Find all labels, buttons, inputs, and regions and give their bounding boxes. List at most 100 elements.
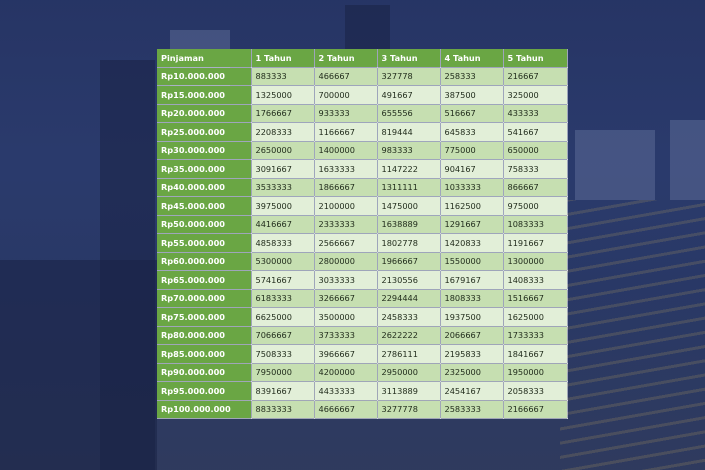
installment-cell: 491667: [377, 85, 441, 105]
installment-cell: 2454167: [440, 381, 504, 401]
loan-amount-cell: Rp60.000.000: [157, 252, 252, 271]
installment-cell: 1325000: [251, 85, 315, 105]
installment-cell: 983333: [377, 141, 441, 160]
table-row: Rp90.000.000 7950000 4200000 2950000 2325000…: [157, 363, 568, 382]
table-row: Rp75.000.000 6625000 3500000 2458333 1937500…: [157, 307, 568, 327]
header-cell: 3 Tahun: [377, 49, 441, 68]
installment-cell: 2333333: [314, 215, 378, 234]
header-cell: 5 Tahun: [503, 49, 568, 68]
installment-cell: 327778: [377, 67, 441, 86]
loan-amount-cell: Rp70.000.000: [157, 289, 252, 308]
installment-cell: 1420833: [440, 233, 504, 253]
installment-cell: 1841667: [503, 344, 568, 364]
loan-installment-table: Pinjaman 1 Tahun 2 Tahun 3 Tahun 4 Tahun…: [157, 49, 568, 419]
loan-amount-cell: Rp40.000.000: [157, 178, 252, 197]
table-row: Rp20.000.000 1766667 933333 655556 516667 433…: [157, 104, 568, 123]
installment-cell: 3975000: [251, 196, 315, 216]
installment-cell: 3091667: [251, 159, 315, 179]
installment-cell: 2130556: [377, 270, 441, 290]
installment-cell: 2166667: [503, 400, 568, 419]
loan-amount-cell: Rp55.000.000: [157, 233, 252, 253]
installment-cell: 3733333: [314, 326, 378, 345]
installment-cell: 650000: [503, 141, 568, 160]
loan-amount-cell: Rp35.000.000: [157, 159, 252, 179]
installment-cell: 4666667: [314, 400, 378, 419]
installment-cell: 1937500: [440, 307, 504, 327]
table-row: Rp65.000.000 5741667 3033333 2130556 1679167…: [157, 270, 568, 290]
loan-amount-cell: Rp80.000.000: [157, 326, 252, 345]
installment-cell: 3966667: [314, 344, 378, 364]
loan-amount-cell: Rp25.000.000: [157, 122, 252, 142]
installment-cell: 2622222: [377, 326, 441, 345]
installment-cell: 1802778: [377, 233, 441, 253]
table-row: Rp35.000.000 3091667 1633333 1147222 904167 7…: [157, 159, 568, 179]
installment-cell: 1866667: [314, 178, 378, 197]
installment-cell: 758333: [503, 159, 568, 179]
header-cell: 1 Tahun: [251, 49, 315, 68]
loan-amount-cell: Rp20.000.000: [157, 104, 252, 123]
installment-cell: 700000: [314, 85, 378, 105]
installment-cell: 541667: [503, 122, 568, 142]
installment-cell: 1516667: [503, 289, 568, 308]
loan-amount-cell: Rp100.000.000: [157, 400, 252, 419]
installment-cell: 2800000: [314, 252, 378, 271]
loan-amount-cell: Rp95.000.000: [157, 381, 252, 401]
installment-cell: 3500000: [314, 307, 378, 327]
table-row: Rp85.000.000 7508333 3966667 2786111 2195833…: [157, 344, 568, 364]
installment-cell: 2583333: [440, 400, 504, 419]
header-cell: Pinjaman: [157, 49, 252, 68]
installment-cell: 1966667: [377, 252, 441, 271]
header-cell: 4 Tahun: [440, 49, 504, 68]
installment-cell: 258333: [440, 67, 504, 86]
table-row: Rp10.000.000 883333 466667 327778 258333 2166…: [157, 67, 568, 86]
loan-amount-cell: Rp65.000.000: [157, 270, 252, 290]
installment-cell: 1633333: [314, 159, 378, 179]
installment-cell: 1300000: [503, 252, 568, 271]
installment-cell: 975000: [503, 196, 568, 216]
installment-cell: 2208333: [251, 122, 315, 142]
installment-cell: 933333: [314, 104, 378, 123]
table-row: Rp25.000.000 2208333 1166667 819444 645833 54…: [157, 122, 568, 142]
background-building: [575, 130, 655, 200]
table-row: Rp45.000.000 3975000 2100000 1475000 1162500…: [157, 196, 568, 216]
background-building: [345, 5, 390, 50]
installment-cell: 2195833: [440, 344, 504, 364]
loan-amount-cell: Rp10.000.000: [157, 67, 252, 86]
loan-amount-cell: Rp15.000.000: [157, 85, 252, 105]
installment-cell: 1475000: [377, 196, 441, 216]
installment-cell: 3033333: [314, 270, 378, 290]
installment-cell: 2066667: [440, 326, 504, 345]
loan-amount-cell: Rp75.000.000: [157, 307, 252, 327]
table-row: Rp95.000.000 8391667 4433333 3113889 2454167…: [157, 381, 568, 401]
loan-amount-cell: Rp85.000.000: [157, 344, 252, 364]
installment-cell: 5300000: [251, 252, 315, 271]
installment-cell: 516667: [440, 104, 504, 123]
installment-cell: 1147222: [377, 159, 441, 179]
installment-cell: 7508333: [251, 344, 315, 364]
table-row: Rp100.000.000 8833333 4666667 3277778 258333…: [157, 400, 568, 419]
installment-cell: 216667: [503, 67, 568, 86]
installment-cell: 1166667: [314, 122, 378, 142]
installment-cell: 1311111: [377, 178, 441, 197]
installment-cell: 1408333: [503, 270, 568, 290]
installment-cell: 4416667: [251, 215, 315, 234]
installment-cell: 325000: [503, 85, 568, 105]
installment-cell: 387500: [440, 85, 504, 105]
installment-cell: 4433333: [314, 381, 378, 401]
table-row: Rp55.000.000 4858333 2566667 1802778 1420833…: [157, 233, 568, 253]
installment-cell: 904167: [440, 159, 504, 179]
table-row: Rp80.000.000 7066667 3733333 2622222 2066667…: [157, 326, 568, 345]
installment-cell: 7950000: [251, 363, 315, 382]
installment-cell: 433333: [503, 104, 568, 123]
installment-cell: 655556: [377, 104, 441, 123]
loan-amount-cell: Rp90.000.000: [157, 363, 252, 382]
header-cell: 2 Tahun: [314, 49, 378, 68]
city-lights: [560, 200, 705, 470]
installment-cell: 3277778: [377, 400, 441, 419]
table-row: Rp30.000.000 2650000 1400000 983333 775000 65…: [157, 141, 568, 160]
table-row: Rp15.000.000 1325000 700000 491667 387500 325…: [157, 85, 568, 105]
installment-cell: 5741667: [251, 270, 315, 290]
loan-amount-cell: Rp45.000.000: [157, 196, 252, 216]
installment-cell: 2100000: [314, 196, 378, 216]
installment-cell: 2294444: [377, 289, 441, 308]
